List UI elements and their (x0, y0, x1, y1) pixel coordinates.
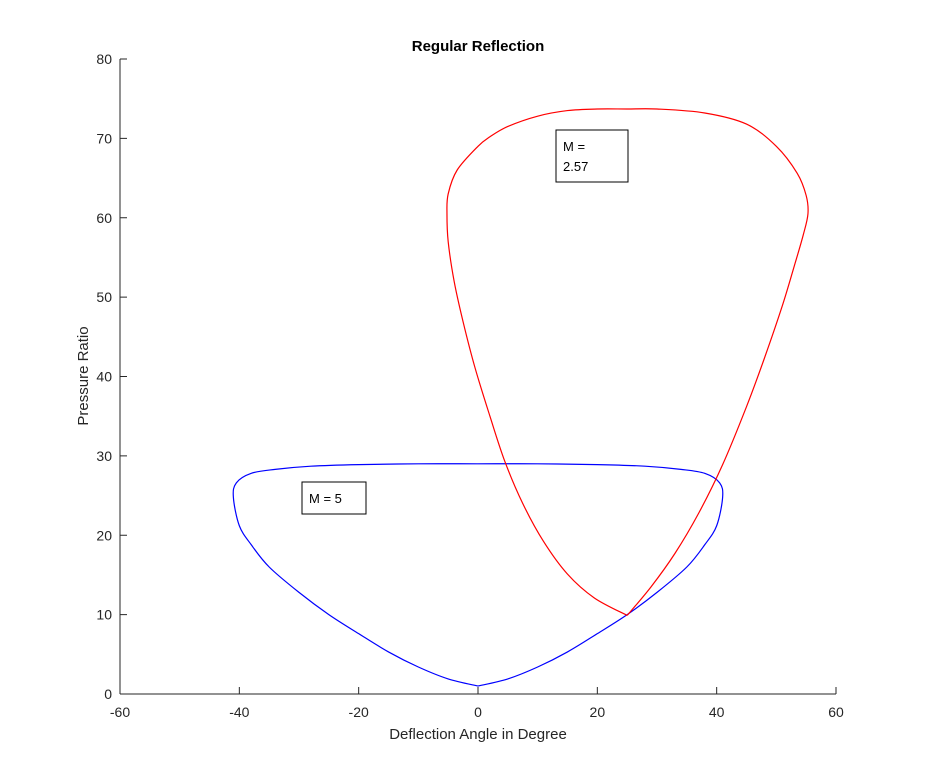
y-tick-label: 20 (96, 527, 112, 543)
y-tick-label: 60 (96, 210, 112, 226)
y-tick-label: 70 (96, 130, 112, 146)
annotation-text: M = (563, 139, 585, 154)
x-tick-label: 60 (828, 704, 844, 720)
y-ticks: 0 10 20 30 40 50 60 70 80 (96, 51, 127, 702)
y-tick-label: 30 (96, 448, 112, 464)
y-tick-label: 40 (96, 369, 112, 385)
x-tick-label: -60 (110, 704, 130, 720)
series-line-0 (232, 463, 724, 687)
series-line-1 (446, 108, 809, 616)
annotation-box (555, 129, 629, 183)
annotation-m-5: M = 5 (301, 481, 367, 515)
x-tick-label: -40 (229, 704, 249, 720)
annotation-text: 2.57 (563, 159, 588, 174)
series-layer (232, 108, 809, 687)
y-tick-label: 80 (96, 51, 112, 67)
y-tick-label: 0 (104, 686, 112, 702)
x-ticks: -60 -40 -20 0 20 40 60 (110, 687, 844, 720)
x-tick-label: -20 (349, 704, 369, 720)
y-axis-label: Pressure Ratio (75, 326, 92, 425)
annotation-m-2-57: M = 2.57 (555, 129, 629, 183)
x-axis-label: Deflection Angle in Degree (389, 726, 567, 743)
x-tick-label: 0 (474, 704, 482, 720)
y-tick-label: 10 (96, 607, 112, 623)
y-tick-label: 50 (96, 289, 112, 305)
x-tick-label: 20 (590, 704, 606, 720)
chart-title: Regular Reflection (412, 38, 545, 55)
annotation-text: M = 5 (309, 491, 342, 506)
x-tick-label: 40 (709, 704, 725, 720)
annotation-box (301, 481, 367, 515)
